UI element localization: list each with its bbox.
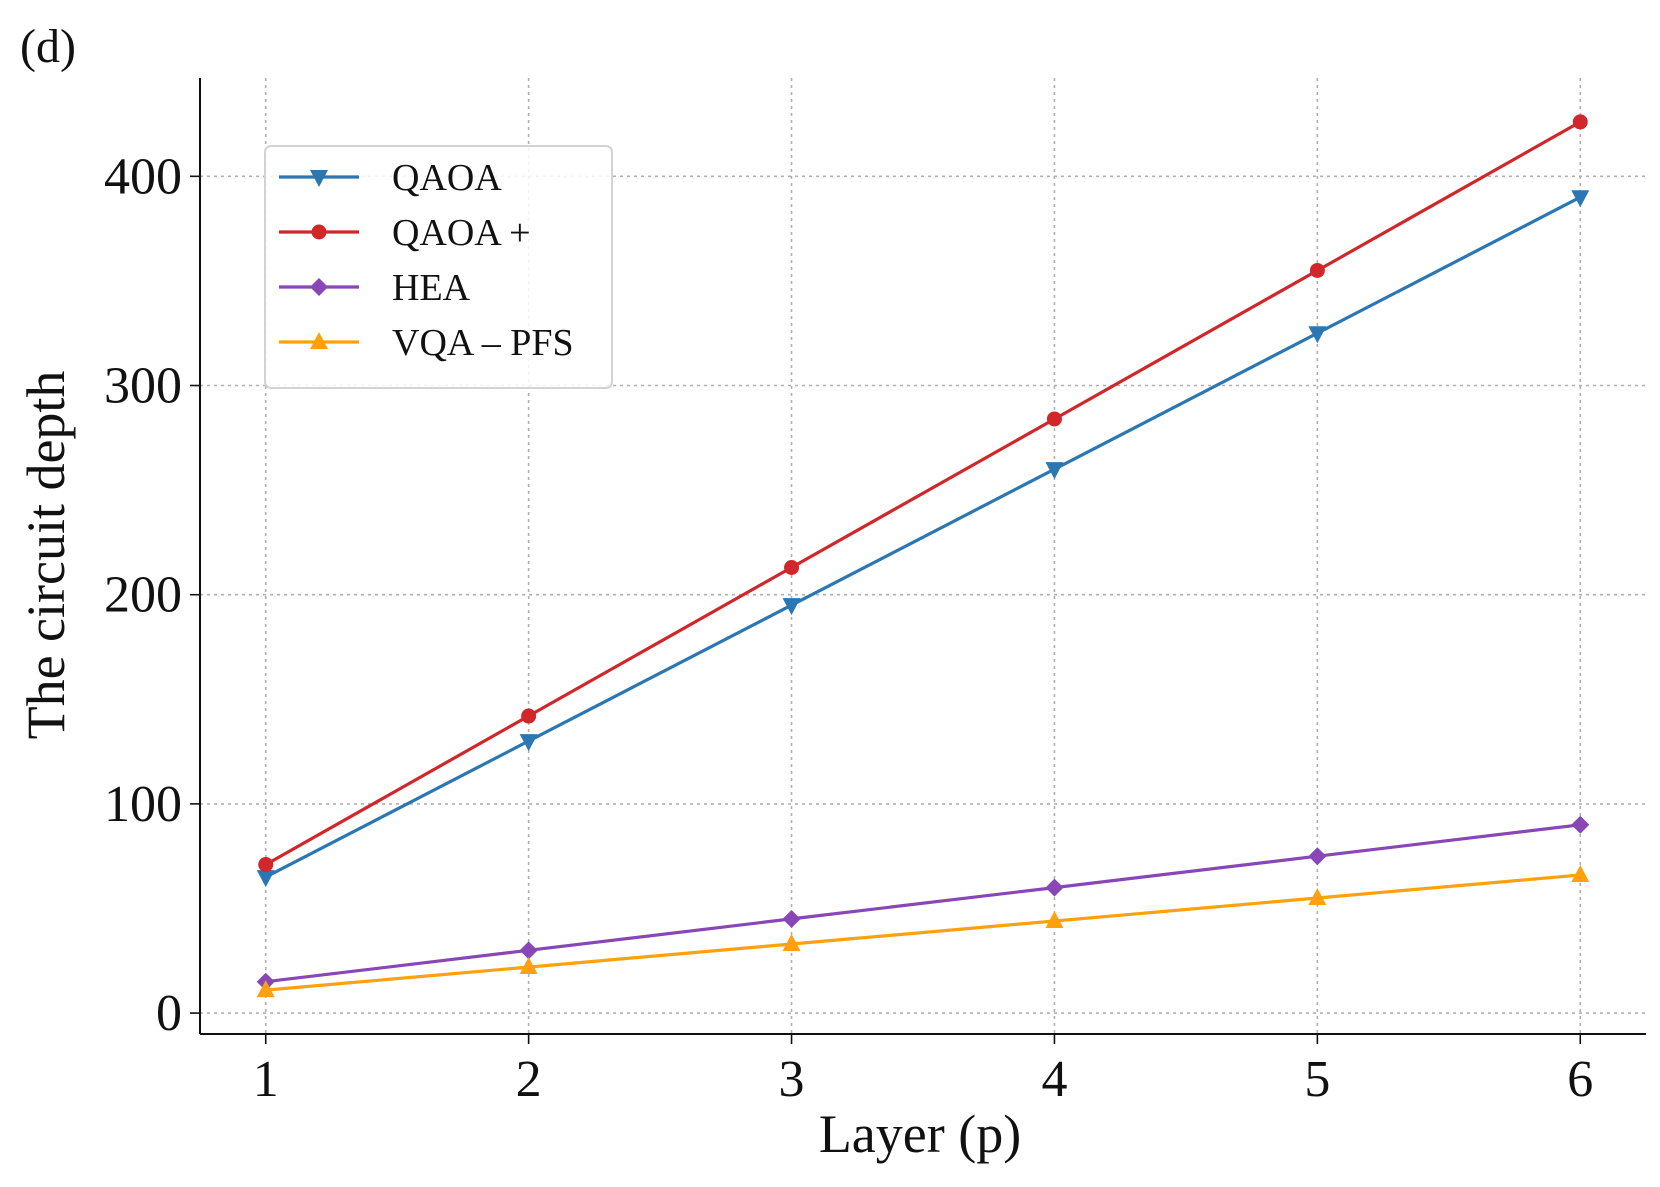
data-point	[1308, 888, 1327, 906]
x-tick-label: 4	[1041, 1051, 1067, 1108]
data-point	[782, 934, 801, 952]
legend-marker	[310, 170, 328, 187]
data-point	[1045, 911, 1064, 929]
series-line	[264, 195, 1582, 879]
x-axis-title: Layer (p)	[819, 1104, 1021, 1164]
series-qaoa	[258, 114, 1588, 873]
x-tick-label: 1	[253, 1051, 279, 1108]
series-line	[265, 823, 1581, 984]
legend-item: QAOA +	[279, 212, 531, 254]
data-point	[1571, 190, 1590, 208]
legend-label: HEA	[392, 267, 471, 309]
data-point	[784, 560, 800, 576]
legend-item: QAOA	[279, 157, 502, 199]
series-qaoa	[256, 190, 1590, 888]
data-point	[1045, 462, 1064, 480]
y-axis-title: The circuit depth	[16, 371, 76, 740]
series-vqa-pfs	[256, 865, 1590, 998]
y-tick-label: 100	[104, 776, 182, 833]
y-axis-ticks: 0 100 200 300 400	[104, 148, 200, 1042]
data-point	[1309, 262, 1325, 278]
data-point	[782, 598, 801, 616]
y-tick-label: 400	[104, 148, 182, 205]
data-point	[521, 708, 537, 724]
legend-item: HEA	[279, 267, 471, 309]
panel-label: (d)	[20, 20, 76, 73]
x-tick-label: 2	[516, 1051, 542, 1108]
legend-marker	[310, 278, 328, 296]
y-tick-label: 200	[104, 567, 182, 624]
legend-label: QAOA +	[392, 212, 531, 254]
legend-marker	[310, 332, 328, 349]
legend-label: QAOA	[392, 157, 502, 199]
legend-marker	[311, 224, 327, 240]
data-point	[1571, 815, 1590, 834]
data-point	[1572, 114, 1588, 130]
data-point	[1046, 411, 1062, 427]
series-line	[265, 873, 1581, 992]
x-tick-label: 5	[1304, 1051, 1330, 1108]
y-tick-label: 300	[104, 358, 182, 415]
data-point	[1308, 847, 1327, 866]
legend-label: VQA – PFS	[392, 322, 574, 364]
axes	[199, 78, 1646, 1035]
data-point	[519, 941, 538, 960]
data-point	[256, 870, 275, 888]
y-tick-label: 0	[156, 985, 182, 1042]
data-point	[258, 857, 274, 873]
series-line	[264, 120, 1582, 866]
series-hea	[256, 815, 1590, 991]
data-point	[782, 909, 801, 928]
data-point	[519, 734, 538, 752]
data-point	[1045, 878, 1064, 897]
series-group	[256, 114, 1590, 998]
x-axis-ticks: 1 2 3 4 5 6	[253, 1034, 1593, 1108]
data-point	[256, 980, 275, 998]
data-point	[1571, 865, 1590, 883]
data-point	[1308, 326, 1327, 344]
x-tick-label: 3	[779, 1051, 805, 1108]
legend-box	[264, 145, 613, 389]
legend-item: VQA – PFS	[279, 322, 574, 364]
data-point	[519, 957, 538, 975]
x-tick-label: 6	[1567, 1051, 1593, 1108]
legend: QAOA QAOA + HEA VQA – PFS	[264, 145, 613, 389]
